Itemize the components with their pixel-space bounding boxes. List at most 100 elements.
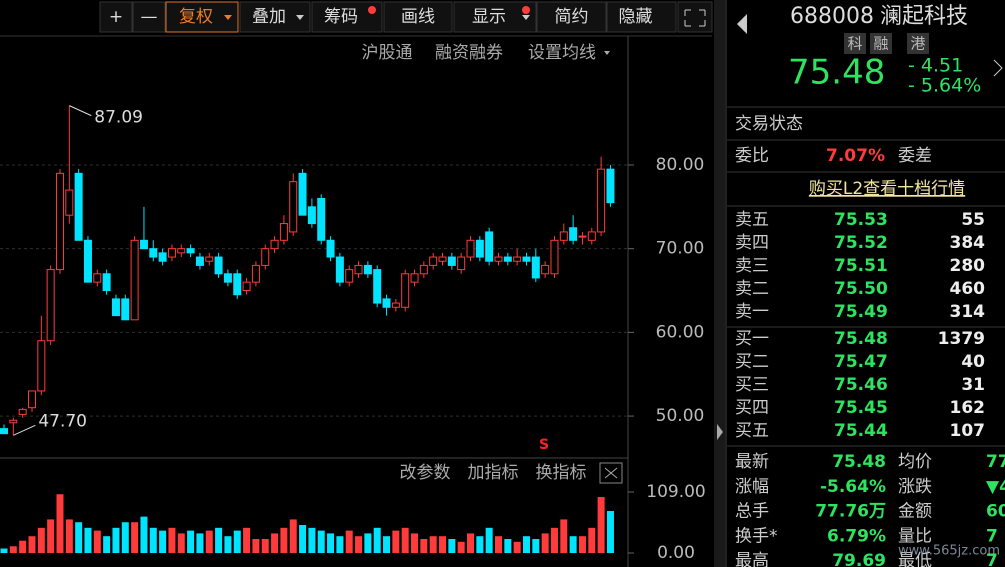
candle-body	[205, 256, 214, 262]
ratio-label: 委比	[735, 146, 769, 166]
order-volume: 384	[950, 233, 986, 253]
volume-bar	[485, 527, 493, 553]
dropdown-arrow	[224, 15, 232, 20]
candle-body	[550, 239, 559, 275]
toolbar-button[interactable]	[383, 1, 453, 33]
candle-body	[177, 248, 186, 254]
collapse-bar[interactable]	[714, 0, 725, 567]
toolbar-label: 筹码	[324, 7, 358, 27]
next-arrow[interactable]	[993, 59, 1003, 77]
toolbar-button[interactable]	[606, 1, 677, 33]
volume-bar	[532, 539, 540, 553]
stat-value: 7	[986, 526, 998, 546]
order-price: 75.47	[834, 352, 888, 372]
sub-toolbar-item[interactable]: 沪股通	[362, 43, 413, 63]
order-price: 75.52	[834, 233, 888, 253]
candle-body	[606, 168, 615, 204]
stat-label: 最低	[898, 551, 932, 567]
volume-bar	[19, 540, 27, 553]
candle-body	[233, 273, 242, 296]
stat-label: 换手*	[735, 526, 778, 546]
order-level: 卖三	[735, 256, 769, 276]
sub-toolbar-item[interactable]: 设置均线	[528, 43, 596, 63]
candle-body	[18, 408, 27, 415]
price-change: - 4.51	[908, 55, 963, 77]
expand-button[interactable]	[677, 1, 713, 33]
tag-box	[870, 33, 892, 54]
candle-body	[578, 235, 587, 238]
tag-box	[844, 33, 866, 54]
candle-body	[391, 302, 400, 308]
candle-body	[354, 264, 363, 275]
close-box[interactable]	[599, 462, 623, 484]
stat-label: 涨跌	[898, 477, 932, 497]
stat-label: 涨幅	[735, 477, 769, 497]
order-price: 75.50	[834, 279, 888, 299]
candle-body	[279, 223, 288, 241]
volume-bar	[75, 522, 83, 553]
volume-bar	[37, 527, 45, 553]
candle-body	[559, 231, 568, 241]
order-price: 75.49	[834, 302, 888, 322]
candle-body	[587, 231, 596, 241]
candle-body	[382, 298, 391, 308]
sub-toolbar-item[interactable]: 融资融券	[435, 43, 503, 63]
order-level: 买五	[735, 421, 769, 441]
status-label: 交易状态	[735, 114, 803, 134]
volume-bar	[205, 530, 213, 553]
candle-body	[102, 273, 111, 292]
indicator-button[interactable]: 加指标	[468, 463, 519, 483]
stock-tag: 融	[873, 35, 888, 53]
candle-body	[93, 273, 102, 283]
stat-value: 6.79%	[827, 526, 886, 546]
volume-bar	[299, 525, 307, 553]
candle-body	[55, 172, 64, 271]
order-volume: 55	[961, 210, 985, 230]
order-level: 卖一	[735, 302, 769, 322]
candle-body	[326, 239, 335, 258]
toolbar-button[interactable]	[132, 1, 166, 33]
toolbar-label: 复权	[179, 7, 213, 27]
volume-bar	[345, 530, 353, 553]
stat-label: 总手	[735, 502, 769, 522]
candle-body	[522, 256, 531, 262]
ratio-value: 7.07%	[826, 146, 885, 166]
candle-body	[65, 189, 74, 216]
volume-bar	[149, 527, 157, 553]
diff-label: 委差	[898, 146, 932, 166]
dropdown-arrow	[522, 15, 530, 20]
candle-body	[438, 256, 447, 262]
stock-tag: 科	[847, 35, 862, 53]
order-price: 75.51	[834, 256, 888, 276]
volume-bar	[215, 527, 223, 553]
toolbar-button[interactable]	[453, 1, 537, 33]
toolbar-button[interactable]	[536, 1, 607, 33]
volume-bar	[494, 536, 502, 553]
volume-bar	[93, 530, 101, 553]
order-level: 卖五	[735, 210, 769, 230]
indicator-button[interactable]: 改参数	[400, 463, 451, 483]
candle-body	[121, 298, 130, 321]
toolbar-button[interactable]	[99, 1, 133, 33]
l2-link[interactable]: 购买L2查看十档行情	[809, 179, 965, 199]
volume-bar	[0, 548, 8, 553]
volume-bar	[9, 546, 17, 553]
order-level: 买二	[735, 352, 769, 372]
volume-bar	[420, 539, 428, 553]
candle-body	[74, 172, 83, 241]
volume-bar	[140, 516, 148, 553]
order-level: 卖四	[735, 233, 769, 253]
candle-body	[83, 239, 92, 283]
candle-body	[186, 248, 195, 254]
indicator-button[interactable]: 换指标	[536, 463, 587, 483]
stock-name: 澜起科技	[880, 4, 968, 29]
back-arrow[interactable]	[737, 14, 747, 34]
order-volume: 31	[961, 375, 985, 395]
volume-bar	[243, 527, 251, 553]
volume-bar	[187, 530, 195, 553]
volume-bar	[271, 533, 279, 553]
candle-body	[270, 239, 279, 250]
toolbar-label: 画线	[401, 7, 435, 27]
